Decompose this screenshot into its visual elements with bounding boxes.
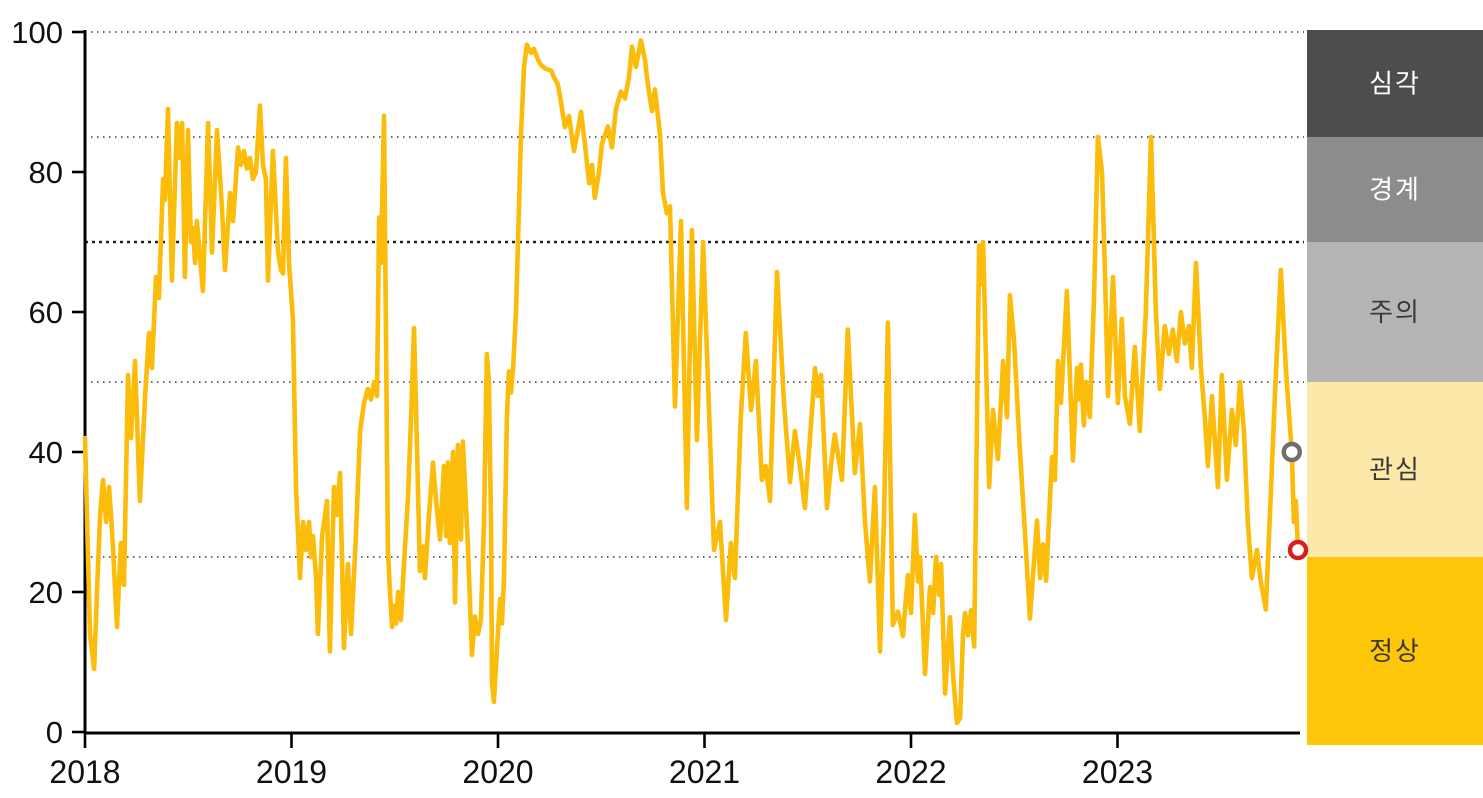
zone-band-경계 xyxy=(1307,137,1483,242)
red-circle-marker xyxy=(1287,539,1309,561)
zone-band-심각 xyxy=(1307,30,1483,137)
x-tick-label-2023: 2023 xyxy=(1082,754,1153,790)
axes xyxy=(72,30,1300,748)
stress-index-path xyxy=(82,38,1301,726)
zone-label-주의: 주의 xyxy=(1369,297,1421,327)
zone-bands xyxy=(1307,30,1483,745)
series-line xyxy=(82,38,1301,726)
zone-band-관심 xyxy=(1307,382,1483,557)
gray-circle-marker xyxy=(1281,441,1302,463)
zone-label-정상: 정상 xyxy=(1369,636,1421,666)
y-tick-label-0: 0 xyxy=(46,715,63,750)
x-tick-label-2018: 2018 xyxy=(49,754,120,790)
y-tick-label-60: 60 xyxy=(29,295,63,330)
x-tick-label-2021: 2021 xyxy=(669,754,740,790)
y-tick-label-20: 20 xyxy=(29,575,63,610)
axis-labels: 0 20 40 60 80 100 2018 2019 2020 2021 2022 2023 xyxy=(11,15,1153,790)
zone-label-관심: 관심 xyxy=(1369,455,1421,485)
zone-label-심각: 심각 xyxy=(1369,69,1421,99)
x-tick-label-2020: 2020 xyxy=(462,754,533,790)
zone-label-경계: 경계 xyxy=(1369,175,1421,205)
y-tick-label-80: 80 xyxy=(29,155,63,190)
x-tick-label-2022: 2022 xyxy=(875,754,946,790)
x-tick-label-2019: 2019 xyxy=(256,754,327,790)
y-tick-label-100: 100 xyxy=(11,15,63,50)
end-markers xyxy=(1281,441,1309,561)
y-tick-label-40: 40 xyxy=(29,435,63,470)
zone-band-정상 xyxy=(1307,557,1483,745)
zone-band-주의 xyxy=(1307,242,1483,382)
